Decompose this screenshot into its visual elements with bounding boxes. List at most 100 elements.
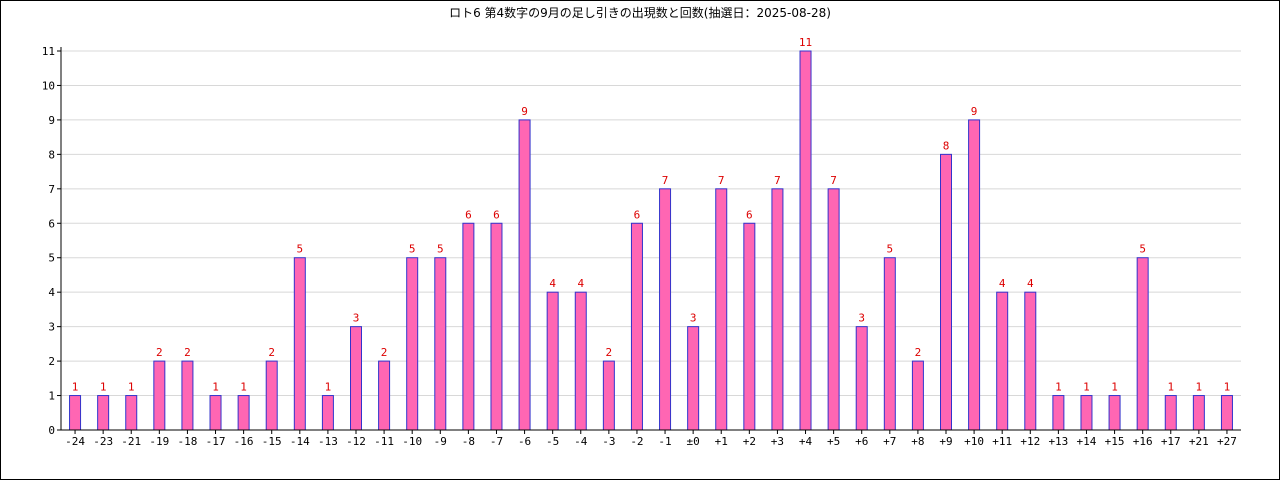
bar-value-label: 2 xyxy=(606,346,613,359)
x-tick-label: +8 xyxy=(911,435,924,448)
bar-value-label: 4 xyxy=(999,277,1006,290)
bar xyxy=(574,291,587,431)
bar xyxy=(911,360,924,431)
bar xyxy=(69,395,82,431)
bar-value-label: 4 xyxy=(577,277,584,290)
bar-value-label: 6 xyxy=(493,208,500,221)
bar xyxy=(855,326,868,431)
x-tick-label: -8 xyxy=(462,435,475,448)
grid-lines xyxy=(61,50,1241,397)
x-tick-label: +27 xyxy=(1217,435,1237,448)
bar xyxy=(630,222,643,431)
bar xyxy=(1108,395,1121,431)
x-tick-label: +6 xyxy=(855,435,868,448)
y-tick-label: 2 xyxy=(48,355,55,368)
x-tick-label: -21 xyxy=(121,435,141,448)
bar-value-label: 1 xyxy=(72,381,79,394)
x-tick-label: +5 xyxy=(827,435,840,448)
bar-value-label: 2 xyxy=(184,346,191,359)
x-tick-label: -9 xyxy=(434,435,447,448)
bar-value-label: 2 xyxy=(915,346,922,359)
bar xyxy=(1052,395,1065,431)
bar-value-label: 9 xyxy=(521,105,528,118)
bar-value-label: 9 xyxy=(971,105,978,118)
x-tick-label: -7 xyxy=(490,435,503,448)
x-tick-label: +1 xyxy=(715,435,728,448)
bar xyxy=(237,395,250,431)
bar xyxy=(350,326,362,431)
x-tick-label: +4 xyxy=(799,435,813,448)
bar xyxy=(546,291,559,431)
x-tick-label: -5 xyxy=(546,435,559,448)
x-tick-label: -12 xyxy=(346,435,366,448)
bar xyxy=(771,188,784,431)
y-tick-label: 8 xyxy=(48,148,55,161)
y-tick-label: 1 xyxy=(48,390,55,403)
bar-value-label: 4 xyxy=(1027,277,1034,290)
bar-value-label: 2 xyxy=(268,346,275,359)
x-tick-label: -6 xyxy=(518,435,531,448)
bar-value-label: 7 xyxy=(774,174,781,187)
bar xyxy=(1164,395,1177,431)
bar-value-label: 1 xyxy=(1111,381,1118,394)
bar xyxy=(968,119,981,431)
bar-value-label: 5 xyxy=(437,243,444,256)
bar-value-label: 1 xyxy=(128,381,135,394)
bar xyxy=(321,395,334,431)
x-tick-label: -10 xyxy=(402,435,422,448)
x-tick-label: +14 xyxy=(1077,435,1097,448)
bar xyxy=(378,360,391,431)
bar-value-label: 7 xyxy=(830,174,837,187)
bar-value-label: 1 xyxy=(1083,381,1090,394)
bar-value-label: 4 xyxy=(549,277,556,290)
x-tick-label: +2 xyxy=(743,435,756,448)
bar xyxy=(1220,395,1233,431)
bar xyxy=(1024,291,1037,431)
bar xyxy=(883,257,896,431)
bar-value-label: 6 xyxy=(634,208,641,221)
bar-value-label: 1 xyxy=(325,381,332,394)
bar xyxy=(996,291,1009,431)
bar-value-label: 6 xyxy=(746,208,753,221)
bar xyxy=(490,222,503,431)
bar xyxy=(181,360,194,431)
y-tick-label: 3 xyxy=(48,321,55,334)
bar xyxy=(406,257,419,431)
x-tick-label: +11 xyxy=(992,435,1012,448)
bar xyxy=(209,395,222,431)
x-tick-label: -1 xyxy=(658,435,671,448)
x-tick-label: -14 xyxy=(290,435,310,448)
x-tick-label: +10 xyxy=(964,435,984,448)
bar-value-label: 7 xyxy=(662,174,669,187)
x-tick-label: +17 xyxy=(1161,435,1181,448)
bar xyxy=(940,153,952,431)
bar-value-label: 3 xyxy=(858,312,865,325)
bar-value-label: 11 xyxy=(799,36,812,49)
bar-value-label: 1 xyxy=(212,381,219,394)
bar xyxy=(1136,257,1149,431)
bar-value-label: 6 xyxy=(465,208,472,221)
bar-value-label: 1 xyxy=(1196,381,1203,394)
bar xyxy=(97,395,110,431)
y-tick-label: 0 xyxy=(48,424,55,437)
bar-value-label: 5 xyxy=(1139,243,1146,256)
bar-value-label: 5 xyxy=(296,243,303,256)
y-tick-label: 5 xyxy=(48,252,55,265)
x-tick-label: +9 xyxy=(939,435,952,448)
x-tick-label: +7 xyxy=(883,435,896,448)
bar-value-label: 3 xyxy=(353,312,360,325)
y-tick-label: 7 xyxy=(48,183,55,196)
bar xyxy=(125,395,138,431)
bar-value-label: 7 xyxy=(718,174,725,187)
bar xyxy=(743,222,756,431)
bar xyxy=(462,222,475,431)
bar-value-label: 1 xyxy=(1167,381,1174,394)
bar-value-label: 1 xyxy=(1224,381,1231,394)
bar xyxy=(293,257,306,431)
x-tick-label: -3 xyxy=(602,435,615,448)
bar-value-label: 1 xyxy=(100,381,107,394)
x-tick-label: +13 xyxy=(1048,435,1068,448)
